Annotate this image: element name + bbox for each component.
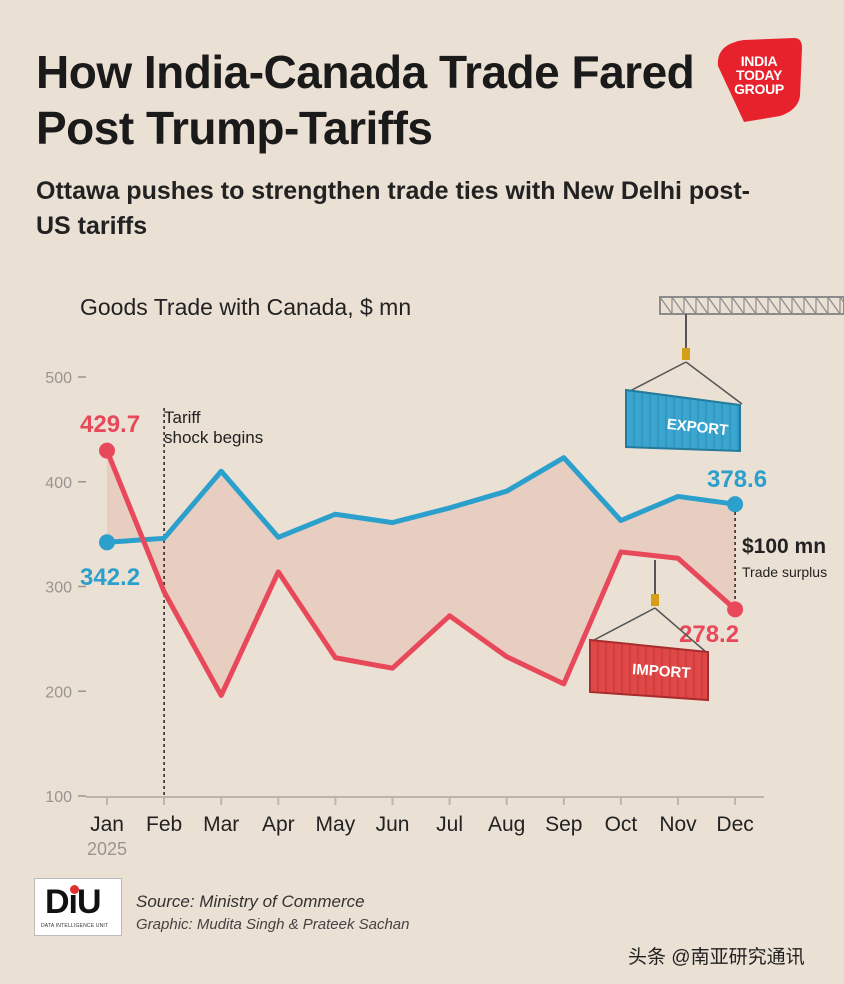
diu-logo-subtext: DATA INTELLIGENCE UNIT xyxy=(41,923,109,929)
import-end-point xyxy=(727,601,744,618)
import-rigging-icon xyxy=(593,607,707,653)
import-container-label: IMPORT xyxy=(632,661,691,682)
x-tick-label: Mar xyxy=(203,813,239,836)
x-tick-label: Dec xyxy=(716,813,753,836)
x-tick-label: Feb xyxy=(146,813,182,836)
page-title: How India-Canada Trade Fared Post Trump-… xyxy=(36,46,695,154)
export-rigging-icon xyxy=(627,361,743,405)
trade-gap-fill xyxy=(107,450,736,696)
import-end-label: 278.2 xyxy=(679,621,739,648)
export-series-line xyxy=(104,455,738,545)
export-container-icon xyxy=(625,388,741,453)
x-tick-label: Jun xyxy=(376,813,410,836)
diu-logo: DiU DATA INTELLIGENCE UNIT xyxy=(34,878,122,936)
logo-badge-icon xyxy=(717,38,802,122)
surplus-label: Trade surplus xyxy=(742,564,827,580)
y-tick-label: 400 xyxy=(45,475,72,492)
import-hook-icon xyxy=(651,594,659,606)
tariff-annotation-line-2: shock begins xyxy=(164,428,263,447)
logo-line-3: GROUP xyxy=(734,81,784,97)
export-end-point xyxy=(727,496,744,513)
chart-label: Goods Trade with Canada, $ mn xyxy=(80,294,412,320)
export-container-label: EXPORT xyxy=(666,416,729,439)
y-tick-label: 200 xyxy=(45,684,72,701)
graphic-credit: Graphic: Mudita Singh & Prateek Sachan xyxy=(136,916,410,933)
export-end-label: 378.6 xyxy=(707,466,767,493)
crane-hook-icon xyxy=(682,348,690,360)
import-container-ribs-icon xyxy=(597,641,703,700)
import-start-point xyxy=(99,442,115,459)
x-year-label: 2025 xyxy=(87,839,127,859)
india-today-group-logo: INDIA TODAY GROUP xyxy=(714,36,804,126)
logo-line-2: TODAY xyxy=(736,67,782,83)
watermark: 头条 @南亚研究通讯 xyxy=(628,947,805,968)
surplus-value: $100 mn xyxy=(742,535,826,558)
y-tick-label: 300 xyxy=(45,580,72,597)
x-tick-label: Aug xyxy=(488,813,525,836)
page-subtitle: Ottawa pushes to strengthen trade ties w… xyxy=(36,177,750,240)
export-container-ribs-icon xyxy=(633,392,739,451)
import-series-line xyxy=(104,448,738,698)
export-start-label: 342.2 xyxy=(80,564,140,591)
y-tick-label: 100 xyxy=(45,789,72,806)
x-tick-label: Nov xyxy=(659,813,697,836)
y-tick-label: 500 xyxy=(45,370,72,387)
x-tick-label: Jan xyxy=(90,813,124,836)
diu-dot-icon xyxy=(70,885,79,894)
x-tick-label: Apr xyxy=(262,813,295,836)
crane-truss-lattice-icon xyxy=(659,296,844,315)
tariff-annotation-line-1: Tariff xyxy=(164,408,201,427)
import-start-label: 429.7 xyxy=(80,411,140,438)
logo-line-1: INDIA xyxy=(740,53,778,69)
x-tick-label: May xyxy=(316,813,356,836)
x-tick-label: Oct xyxy=(605,813,638,836)
x-tick-label: Jul xyxy=(436,813,463,836)
source-note: Source: Ministry of Commerce xyxy=(136,892,365,911)
export-start-point xyxy=(99,534,115,551)
logo-text: INDIA TODAY GROUP xyxy=(714,54,804,96)
crane-truss-icon xyxy=(659,296,844,315)
x-tick-label: Sep xyxy=(545,813,582,836)
